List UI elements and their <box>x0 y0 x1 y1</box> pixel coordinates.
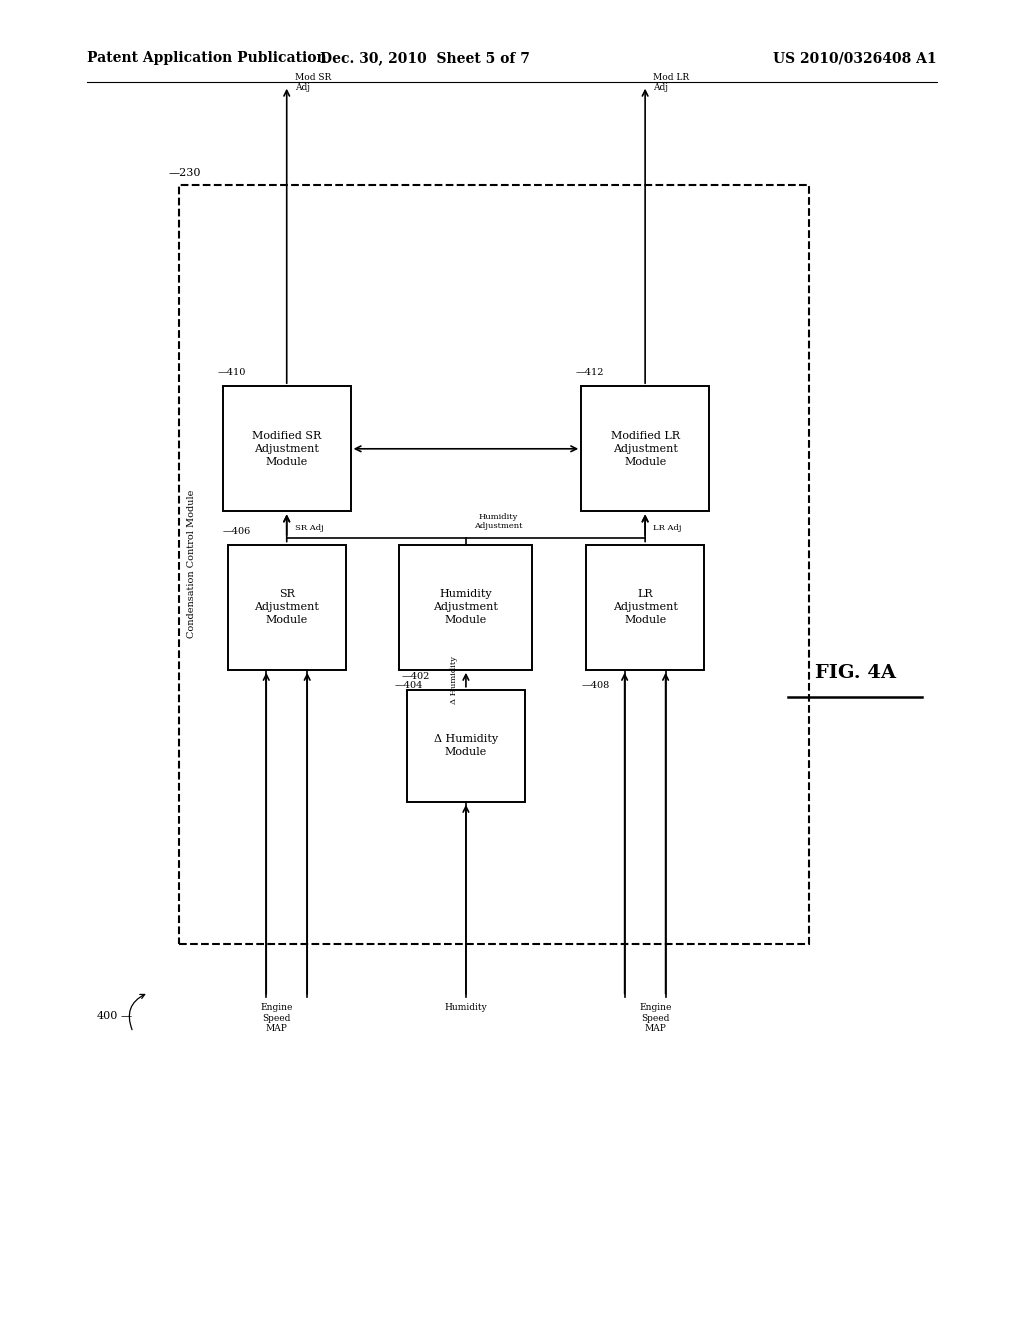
Text: Δ Humidity
Module: Δ Humidity Module <box>434 734 498 758</box>
Text: Engine
Speed
MAP: Engine Speed MAP <box>639 1003 672 1034</box>
Bar <box>586 544 705 671</box>
Text: SR
Adjustment
Module: SR Adjustment Module <box>254 589 319 626</box>
Text: Mod SR
Adj: Mod SR Adj <box>295 73 331 92</box>
Text: Δ Humidity: Δ Humidity <box>450 656 458 704</box>
Text: Modified SR
Adjustment
Module: Modified SR Adjustment Module <box>252 430 322 467</box>
Text: LR
Adjustment
Module: LR Adjustment Module <box>612 589 678 626</box>
Text: —230: —230 <box>169 168 202 178</box>
Bar <box>399 544 532 671</box>
Bar <box>408 689 525 801</box>
Text: —: — <box>121 1011 132 1022</box>
Text: —406: —406 <box>223 527 251 536</box>
Text: —404: —404 <box>394 681 423 690</box>
Text: FIG. 4A: FIG. 4A <box>814 664 896 682</box>
Bar <box>582 385 709 511</box>
Bar <box>223 385 350 511</box>
Text: Humidity: Humidity <box>444 1003 487 1012</box>
Text: 400: 400 <box>96 1011 118 1022</box>
Text: Modified LR
Adjustment
Module: Modified LR Adjustment Module <box>610 430 680 467</box>
Text: Humidity
Adjustment: Humidity Adjustment <box>474 512 522 531</box>
Text: Mod LR
Adj: Mod LR Adj <box>653 73 689 92</box>
Text: LR Adj: LR Adj <box>653 524 682 532</box>
Text: —408: —408 <box>582 681 609 690</box>
Text: Patent Application Publication: Patent Application Publication <box>87 51 327 65</box>
Text: —412: —412 <box>575 368 604 378</box>
Bar <box>179 185 809 944</box>
Text: Humidity
Adjustment
Module: Humidity Adjustment Module <box>433 589 499 626</box>
Text: —410: —410 <box>218 368 246 378</box>
Text: Condensation Control Module: Condensation Control Module <box>187 490 196 639</box>
Text: SR Adj: SR Adj <box>295 524 324 532</box>
Text: Engine
Speed
MAP: Engine Speed MAP <box>260 1003 293 1034</box>
Bar <box>228 544 346 671</box>
Text: Dec. 30, 2010  Sheet 5 of 7: Dec. 30, 2010 Sheet 5 of 7 <box>321 51 529 65</box>
Text: US 2010/0326408 A1: US 2010/0326408 A1 <box>773 51 937 65</box>
Text: —402: —402 <box>401 672 430 681</box>
